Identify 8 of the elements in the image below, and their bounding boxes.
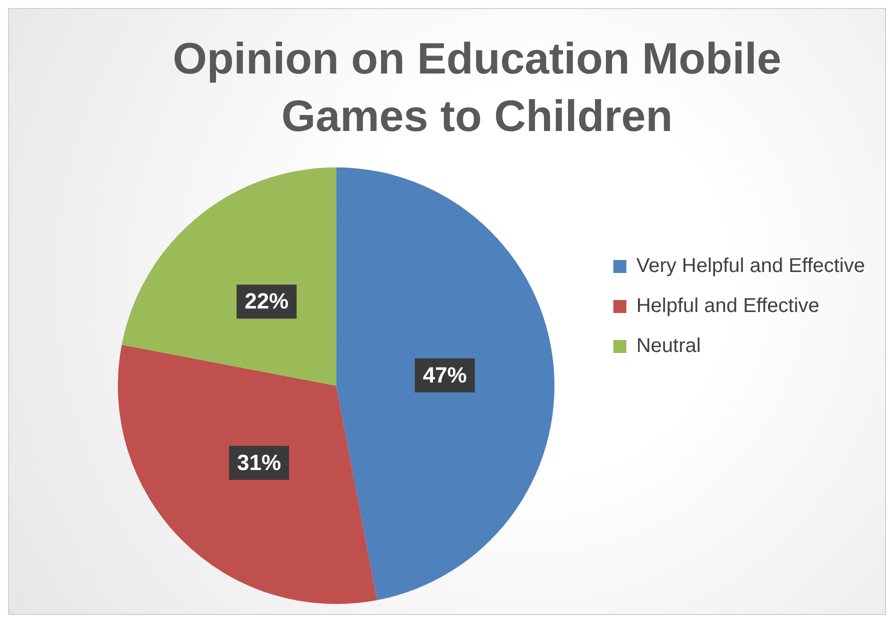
text: Games to Children: [281, 92, 673, 141]
legend-label: Very Helpful and Effective: [636, 255, 866, 278]
text: Opinion on Education Mobile: [172, 34, 782, 84]
data-label: 22%: [244, 288, 289, 314]
data-label: 47%: [422, 362, 467, 388]
legend-label: Neutral: [636, 335, 701, 358]
legend-label: Helpful and Effective: [636, 295, 820, 318]
data-label: 31%: [236, 450, 282, 475]
